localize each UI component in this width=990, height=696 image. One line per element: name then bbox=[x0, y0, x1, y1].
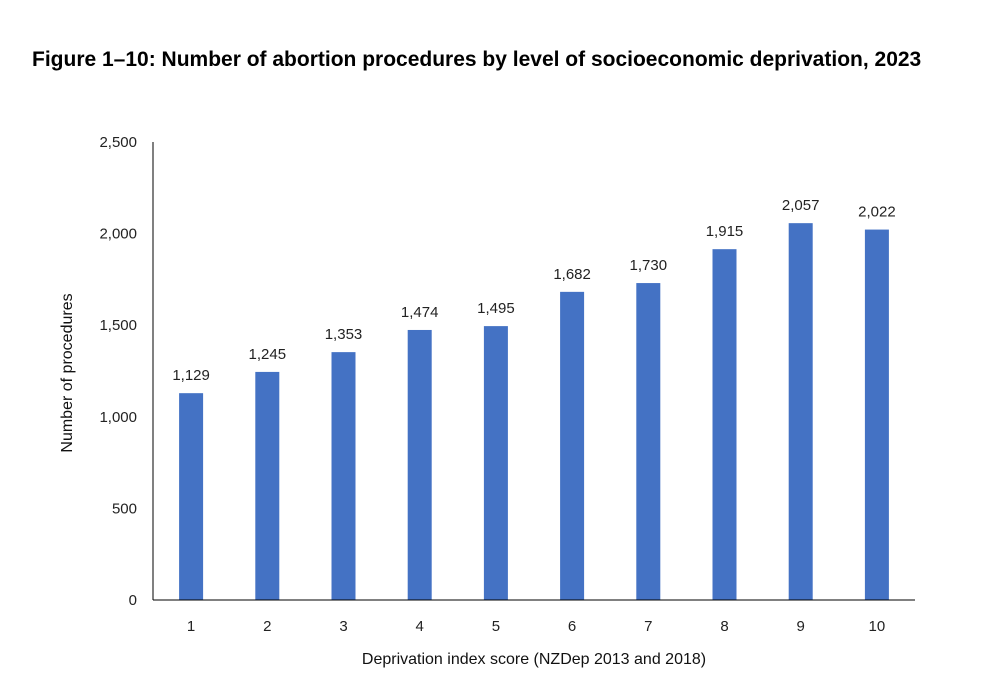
data-label: 1,682 bbox=[553, 266, 591, 283]
bars bbox=[179, 223, 889, 601]
data-labels: 1,129 1,245 1,353 1,474 1,495 1,682 1,730 1,915… bbox=[172, 197, 895, 384]
bar bbox=[255, 371, 280, 600]
data-label: 1,245 bbox=[249, 346, 287, 363]
x-tick-label: 4 bbox=[416, 618, 424, 635]
y-tick-label: 0 bbox=[129, 592, 137, 609]
data-label: 2,022 bbox=[858, 204, 896, 221]
bar bbox=[179, 393, 204, 600]
x-axis-ticks: 1 2 3 4 5 6 7 8 9 10 bbox=[187, 618, 885, 635]
figure-title: Figure 1–10: Number of abortion procedur… bbox=[32, 48, 922, 71]
bar bbox=[331, 352, 356, 600]
bar bbox=[712, 249, 737, 600]
x-tick-label: 9 bbox=[797, 618, 805, 635]
data-label: 1,495 bbox=[477, 300, 515, 317]
y-tick-label: 1,000 bbox=[99, 409, 137, 426]
data-label: 1,353 bbox=[325, 326, 363, 343]
data-label: 1,730 bbox=[630, 257, 668, 274]
y-axis-ticks: 0 500 1,000 1,500 2,000 2,500 bbox=[99, 134, 137, 609]
x-tick-label: 3 bbox=[339, 618, 347, 635]
data-label: 2,057 bbox=[782, 197, 820, 214]
bar bbox=[407, 329, 432, 600]
x-tick-label: 8 bbox=[720, 618, 728, 635]
x-tick-label: 10 bbox=[869, 618, 886, 635]
data-label: 1,129 bbox=[172, 367, 210, 384]
x-tick-label: 7 bbox=[644, 618, 652, 635]
bar bbox=[483, 326, 508, 600]
bar bbox=[788, 223, 813, 600]
y-tick-label: 1,500 bbox=[99, 317, 137, 334]
x-tick-label: 5 bbox=[492, 618, 500, 635]
y-tick-label: 2,000 bbox=[99, 226, 137, 243]
y-axis-title: Number of procedures bbox=[59, 293, 76, 452]
bar bbox=[636, 283, 661, 600]
y-tick-label: 500 bbox=[112, 500, 137, 517]
data-label: 1,474 bbox=[401, 304, 439, 321]
x-tick-label: 2 bbox=[263, 618, 271, 635]
x-axis-title: Deprivation index score (NZDep 2013 and … bbox=[362, 651, 706, 668]
x-tick-label: 1 bbox=[187, 618, 195, 635]
bar bbox=[560, 291, 585, 600]
x-tick-label: 6 bbox=[568, 618, 576, 635]
y-tick-label: 2,500 bbox=[99, 134, 137, 151]
bar bbox=[864, 229, 889, 601]
data-label: 1,915 bbox=[706, 223, 744, 240]
